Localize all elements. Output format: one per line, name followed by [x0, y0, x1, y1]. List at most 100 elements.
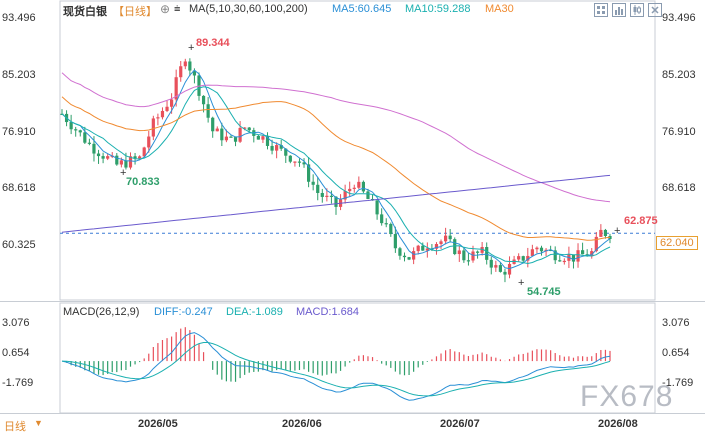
candle-body [83, 132, 87, 143]
candle-body [384, 223, 388, 225]
x-tick-4: 2026/08 [598, 418, 638, 430]
candle-body [380, 214, 384, 224]
ma5-value: MA5:60.645 [332, 3, 392, 15]
candle-body [233, 137, 238, 142]
candle-body [297, 161, 302, 163]
ma-label: MA(5,10,30,60,100,200) [189, 3, 308, 15]
candle-body [553, 250, 557, 261]
bar-chart-icon[interactable] [612, 3, 626, 17]
candlestick-mini-icon: ⩧ [174, 3, 181, 15]
candle-body [412, 251, 416, 260]
candle-body [393, 234, 397, 249]
low-marker-2: + [518, 277, 524, 289]
candle-body [170, 99, 174, 107]
candle-body [302, 162, 306, 165]
candle-body [156, 117, 160, 119]
candle-body [471, 251, 475, 261]
candle-body [215, 128, 219, 132]
watermark: FX678 [580, 380, 674, 413]
candle-body [521, 256, 525, 261]
candle-body [352, 187, 356, 189]
candle-body [96, 153, 101, 157]
candle-body [69, 122, 73, 130]
candle-body [133, 156, 137, 159]
candle-body [316, 184, 320, 193]
candle-body [343, 191, 347, 200]
candle-body [279, 145, 283, 149]
candle-body [475, 251, 480, 253]
low-annotation-1: 70.833 [126, 176, 160, 188]
candle-body [238, 127, 242, 142]
macd-diff: DIFF:-0.247 [154, 306, 213, 318]
grid-icon[interactable] [594, 3, 608, 17]
candle-body [549, 249, 553, 251]
candle-body [425, 248, 429, 251]
ma30-value: MA30 [485, 3, 514, 15]
candle-body [453, 239, 457, 255]
candle-body [434, 244, 439, 249]
y-tick-left-1: 93.496 [2, 12, 36, 24]
candle-body [416, 245, 420, 252]
candle-body [498, 265, 502, 272]
low-annotation-2: 54.745 [527, 286, 561, 298]
candle-body [220, 128, 224, 141]
macd-value: MACD:1.684 [296, 306, 359, 318]
candle-body [517, 256, 521, 260]
candle-body [224, 136, 228, 141]
low-marker-1: + [120, 167, 126, 179]
candle-body [128, 156, 133, 168]
candle-body [261, 136, 265, 140]
candle-body [87, 142, 91, 144]
y-tick-left-4: 68.618 [2, 182, 36, 194]
candle-body [530, 249, 534, 256]
candle-body [192, 70, 197, 76]
candle-body [188, 61, 192, 71]
candle-body [334, 196, 338, 207]
candle-body [507, 263, 512, 275]
candle-body [119, 160, 123, 165]
candle-body [466, 260, 471, 262]
y-tick-left-5: 60.325 [2, 239, 36, 251]
candle-body [78, 130, 82, 133]
candle-body [325, 195, 329, 197]
ma-long-line [61, 174, 611, 233]
candle-body [357, 181, 361, 188]
period-tag[interactable]: 【日线】 [113, 6, 157, 18]
macd-y-right-3: -1.769 [662, 377, 694, 389]
ma5-line [61, 69, 611, 270]
candle-body [293, 161, 297, 163]
macd-y-right-1: 3.076 [662, 317, 690, 329]
close-icon[interactable] [648, 3, 662, 17]
y-tick-right-3: 76.910 [662, 126, 696, 138]
candle-body [183, 61, 187, 67]
candle-body [74, 129, 78, 131]
candle-body [361, 181, 365, 192]
y-tick-left-3: 76.910 [2, 126, 36, 138]
candle-body [503, 271, 507, 275]
candle-body [138, 156, 142, 159]
candle-body [375, 200, 379, 215]
caret-down-icon[interactable]: ▼ [34, 418, 43, 428]
bottom-period[interactable]: 日线 [4, 421, 26, 433]
y-tick-right-1: 93.496 [662, 12, 696, 24]
candle-body [348, 188, 352, 192]
candle-body [526, 255, 530, 261]
candle-body [594, 236, 598, 252]
candlestick-icon[interactable] [630, 3, 644, 17]
candle-body [265, 136, 270, 146]
macd-y-left-2: 0.654 [2, 347, 30, 359]
y-tick-right-4: 68.618 [662, 182, 696, 194]
candle-body [320, 192, 324, 197]
candle-body [174, 77, 178, 100]
candle-body [366, 191, 370, 199]
current-price-tag: 62.040 [656, 236, 698, 250]
candle-body [480, 247, 484, 253]
candle-body [402, 255, 407, 258]
candle-body [421, 245, 425, 251]
candle-body [142, 147, 146, 157]
circle-plus-icon[interactable]: ⊕ [160, 2, 171, 16]
candle-body [256, 135, 260, 140]
last-high-annotation: 62.875 [624, 215, 658, 227]
candle-body [115, 155, 119, 165]
macd-dea: DEA:-1.089 [226, 306, 283, 318]
